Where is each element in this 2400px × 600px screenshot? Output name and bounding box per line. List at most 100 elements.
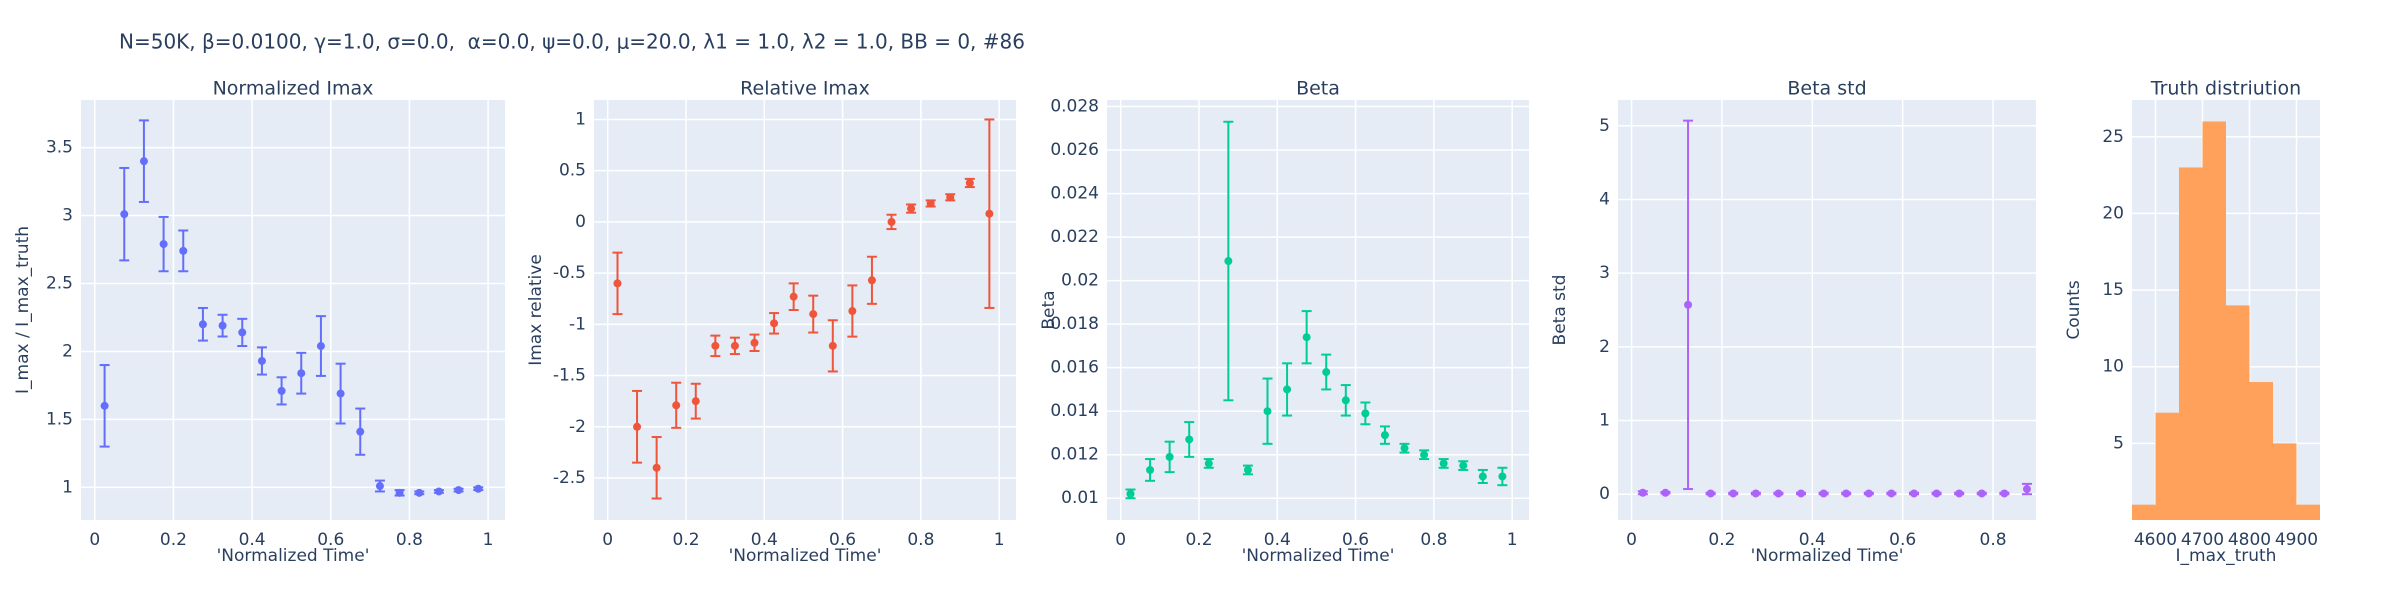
point	[1706, 489, 1715, 498]
point	[2022, 485, 2031, 494]
point	[789, 292, 798, 301]
point	[1380, 431, 1389, 440]
y-tick-label: 0	[1599, 484, 1610, 504]
y-tick-label: 2	[62, 341, 73, 361]
x-tick-label: 0.6	[829, 530, 856, 550]
y-tick-label: 1	[62, 477, 73, 497]
x-tick-label: 0.8	[1420, 530, 1447, 550]
y-tick-label: 3.5	[46, 138, 73, 158]
plot-area	[1618, 100, 2036, 520]
point	[434, 487, 443, 496]
point	[139, 157, 148, 166]
point	[887, 217, 896, 226]
point	[474, 484, 483, 493]
point	[672, 401, 681, 410]
y-tick-label: 0.5	[559, 161, 586, 181]
y-tick-label: 0.024	[1050, 184, 1099, 204]
bar	[2132, 504, 2156, 520]
point	[1400, 444, 1409, 453]
point	[1243, 465, 1252, 474]
point	[965, 178, 974, 187]
x-tick-label: 1	[1507, 530, 1518, 550]
bar	[2202, 121, 2226, 521]
x-axis-title: 'Normalized Time'	[1751, 546, 1904, 566]
x-axis-title: 'Normalized Time'	[729, 546, 882, 566]
x-axis-title: 'Normalized Time'	[217, 546, 370, 566]
x-tick-label: 0.8	[907, 530, 934, 550]
point	[1361, 409, 1370, 418]
point	[277, 386, 286, 395]
y-axis-title: Imax relative	[526, 254, 546, 366]
y-tick-label: 0.018	[1050, 314, 1099, 334]
y-axis-title: Counts	[2064, 280, 2084, 339]
point	[633, 422, 642, 431]
x-tick-label: 0	[1115, 530, 1126, 550]
y-tick-label: 0.016	[1050, 358, 1099, 378]
point	[926, 199, 935, 208]
y-tick-label: 10	[2102, 357, 2124, 377]
point	[1842, 489, 1851, 498]
point	[297, 369, 306, 378]
x-axis-title: 'Normalized Time'	[1242, 546, 1395, 566]
x-tick-label: 0.4	[1799, 530, 1826, 550]
x-tick-label: 0.8	[1980, 530, 2007, 550]
bar	[2155, 412, 2179, 520]
point	[1955, 489, 1964, 498]
point	[613, 279, 622, 288]
point	[1439, 459, 1448, 468]
plot-area	[1107, 100, 1529, 520]
y-tick-label: 15	[2102, 280, 2124, 300]
point	[652, 463, 661, 472]
point	[198, 320, 207, 329]
point	[1909, 489, 1918, 498]
subplot-title: Beta	[1296, 78, 1340, 100]
y-tick-label: 1	[575, 109, 586, 129]
y-tick-label: 0.028	[1050, 97, 1099, 117]
y-tick-label: -1.5	[553, 366, 586, 386]
y-axis-title: I_max / I_max_truth	[13, 226, 33, 394]
y-tick-label: -1	[569, 314, 586, 334]
y-tick-label: 5	[1599, 116, 1610, 136]
y-tick-label: 3	[62, 206, 73, 226]
x-tick-label: 0.8	[396, 530, 423, 550]
point	[691, 397, 700, 406]
point	[1459, 461, 1468, 470]
point	[356, 427, 365, 436]
point	[1638, 488, 1647, 497]
point	[1204, 459, 1213, 468]
y-tick-label: 0.01	[1061, 488, 1099, 508]
point	[1420, 450, 1429, 459]
x-tick-label: 4700	[2181, 530, 2224, 550]
y-tick-label: 0.022	[1050, 227, 1099, 247]
x-tick-label: 0.2	[1708, 530, 1735, 550]
point	[415, 488, 424, 497]
point	[316, 342, 325, 351]
x-tick-label: 4900	[2275, 530, 2318, 550]
subplot-title: Beta std	[1787, 78, 1866, 100]
point	[750, 338, 759, 347]
point	[454, 486, 463, 495]
y-tick-label: 5	[2113, 433, 2124, 453]
point	[711, 341, 720, 350]
x-tick-label: 0.6	[317, 530, 344, 550]
point	[1478, 472, 1487, 481]
y-tick-label: -2.5	[553, 468, 586, 488]
point	[985, 209, 994, 218]
point	[1864, 489, 1873, 498]
point	[238, 328, 247, 337]
y-tick-label: 0.026	[1050, 140, 1099, 160]
point	[257, 356, 266, 365]
point	[179, 246, 188, 255]
point	[1819, 489, 1828, 498]
y-tick-label: 0.012	[1050, 445, 1099, 465]
bar	[2296, 504, 2320, 520]
point	[867, 276, 876, 285]
x-tick-label: 0	[89, 530, 100, 550]
subplot-title: Normalized Imax	[213, 78, 374, 100]
point	[1322, 368, 1331, 377]
x-tick-label: 0.2	[672, 530, 699, 550]
subplot-title: Truth distriution	[2150, 78, 2301, 100]
point	[218, 321, 227, 330]
point	[1932, 489, 1941, 498]
